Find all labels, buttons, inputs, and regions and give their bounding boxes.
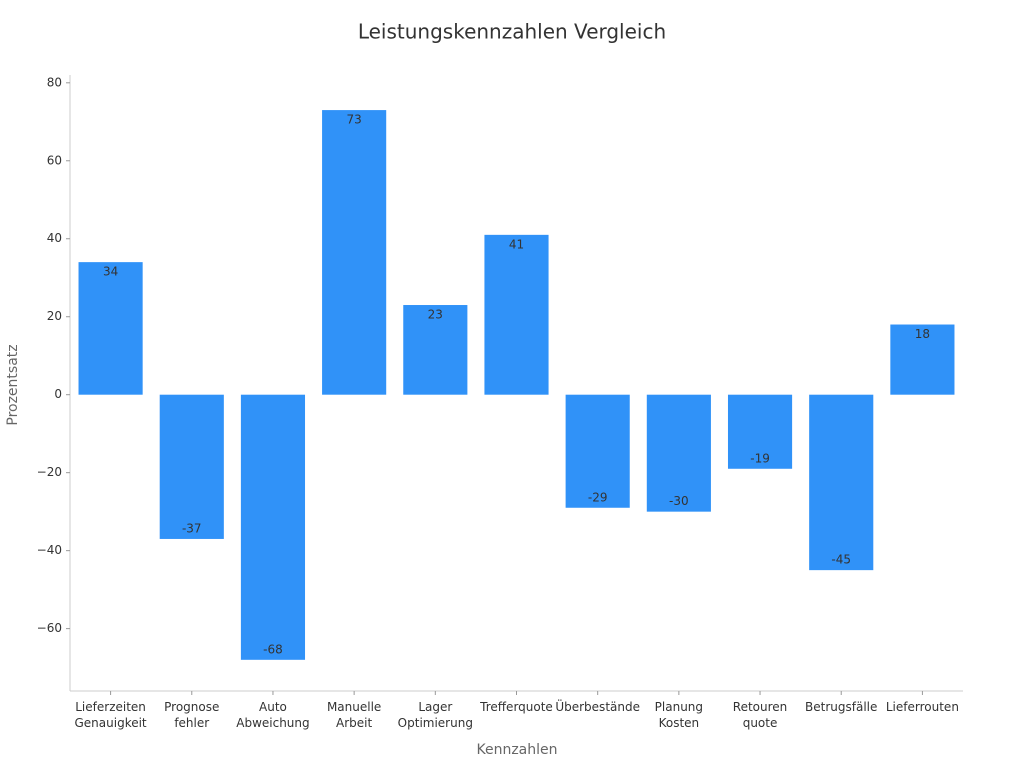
y-tick-label: 0 bbox=[54, 387, 62, 401]
bar bbox=[890, 324, 955, 395]
x-tick-label: Betrugsfälle bbox=[805, 700, 878, 714]
x-tick-label: Retouren quote bbox=[732, 700, 788, 730]
data-label: -30 bbox=[669, 494, 689, 508]
bar bbox=[484, 234, 549, 395]
y-tick-label: −40 bbox=[37, 543, 62, 557]
data-label: 34 bbox=[103, 265, 118, 279]
data-label: -45 bbox=[831, 553, 851, 567]
data-label: -37 bbox=[182, 521, 202, 535]
x-tick-label: Lieferrouten bbox=[885, 700, 959, 714]
data-label: 18 bbox=[915, 327, 930, 341]
y-tick-label: −20 bbox=[37, 465, 62, 479]
x-tick-label: Manuelle Arbeit bbox=[326, 700, 382, 730]
bar bbox=[322, 110, 387, 395]
x-tick-label: Lieferzeiten Genauigkeit bbox=[74, 700, 147, 730]
x-axis-label: Kennzahlen bbox=[476, 742, 557, 758]
y-tick-label: 20 bbox=[47, 309, 62, 323]
data-label: 23 bbox=[428, 308, 443, 322]
x-tick-label: Lager Optimierung bbox=[397, 700, 473, 730]
data-label: 41 bbox=[509, 237, 524, 251]
y-tick-label: 40 bbox=[47, 231, 62, 245]
x-tick-label: Trefferquote bbox=[480, 700, 553, 714]
bar bbox=[78, 262, 143, 395]
x-tick-label: Planung Kosten bbox=[654, 700, 704, 730]
x-tick-label: Überbestände bbox=[555, 700, 640, 714]
data-label: 73 bbox=[346, 113, 361, 127]
bar bbox=[159, 394, 224, 539]
y-axis-label: Prozentsatz bbox=[5, 344, 21, 425]
bar bbox=[403, 305, 468, 395]
bar bbox=[240, 394, 306, 660]
y-tick-label: 60 bbox=[47, 153, 62, 167]
data-label: -29 bbox=[588, 490, 608, 504]
bar bbox=[646, 394, 711, 512]
y-tick-label: 80 bbox=[47, 75, 62, 89]
x-tick-label: Auto Abweichung bbox=[236, 700, 310, 730]
y-tick-label: −60 bbox=[37, 621, 62, 635]
bar bbox=[809, 394, 874, 571]
bar bbox=[727, 394, 793, 469]
data-label: -19 bbox=[750, 451, 770, 465]
data-label: -68 bbox=[263, 642, 283, 656]
chart-title: Leistungskennzahlen Vergleich bbox=[358, 20, 666, 44]
x-tick-label: Prognose fehler bbox=[164, 700, 220, 730]
bar bbox=[565, 394, 630, 508]
